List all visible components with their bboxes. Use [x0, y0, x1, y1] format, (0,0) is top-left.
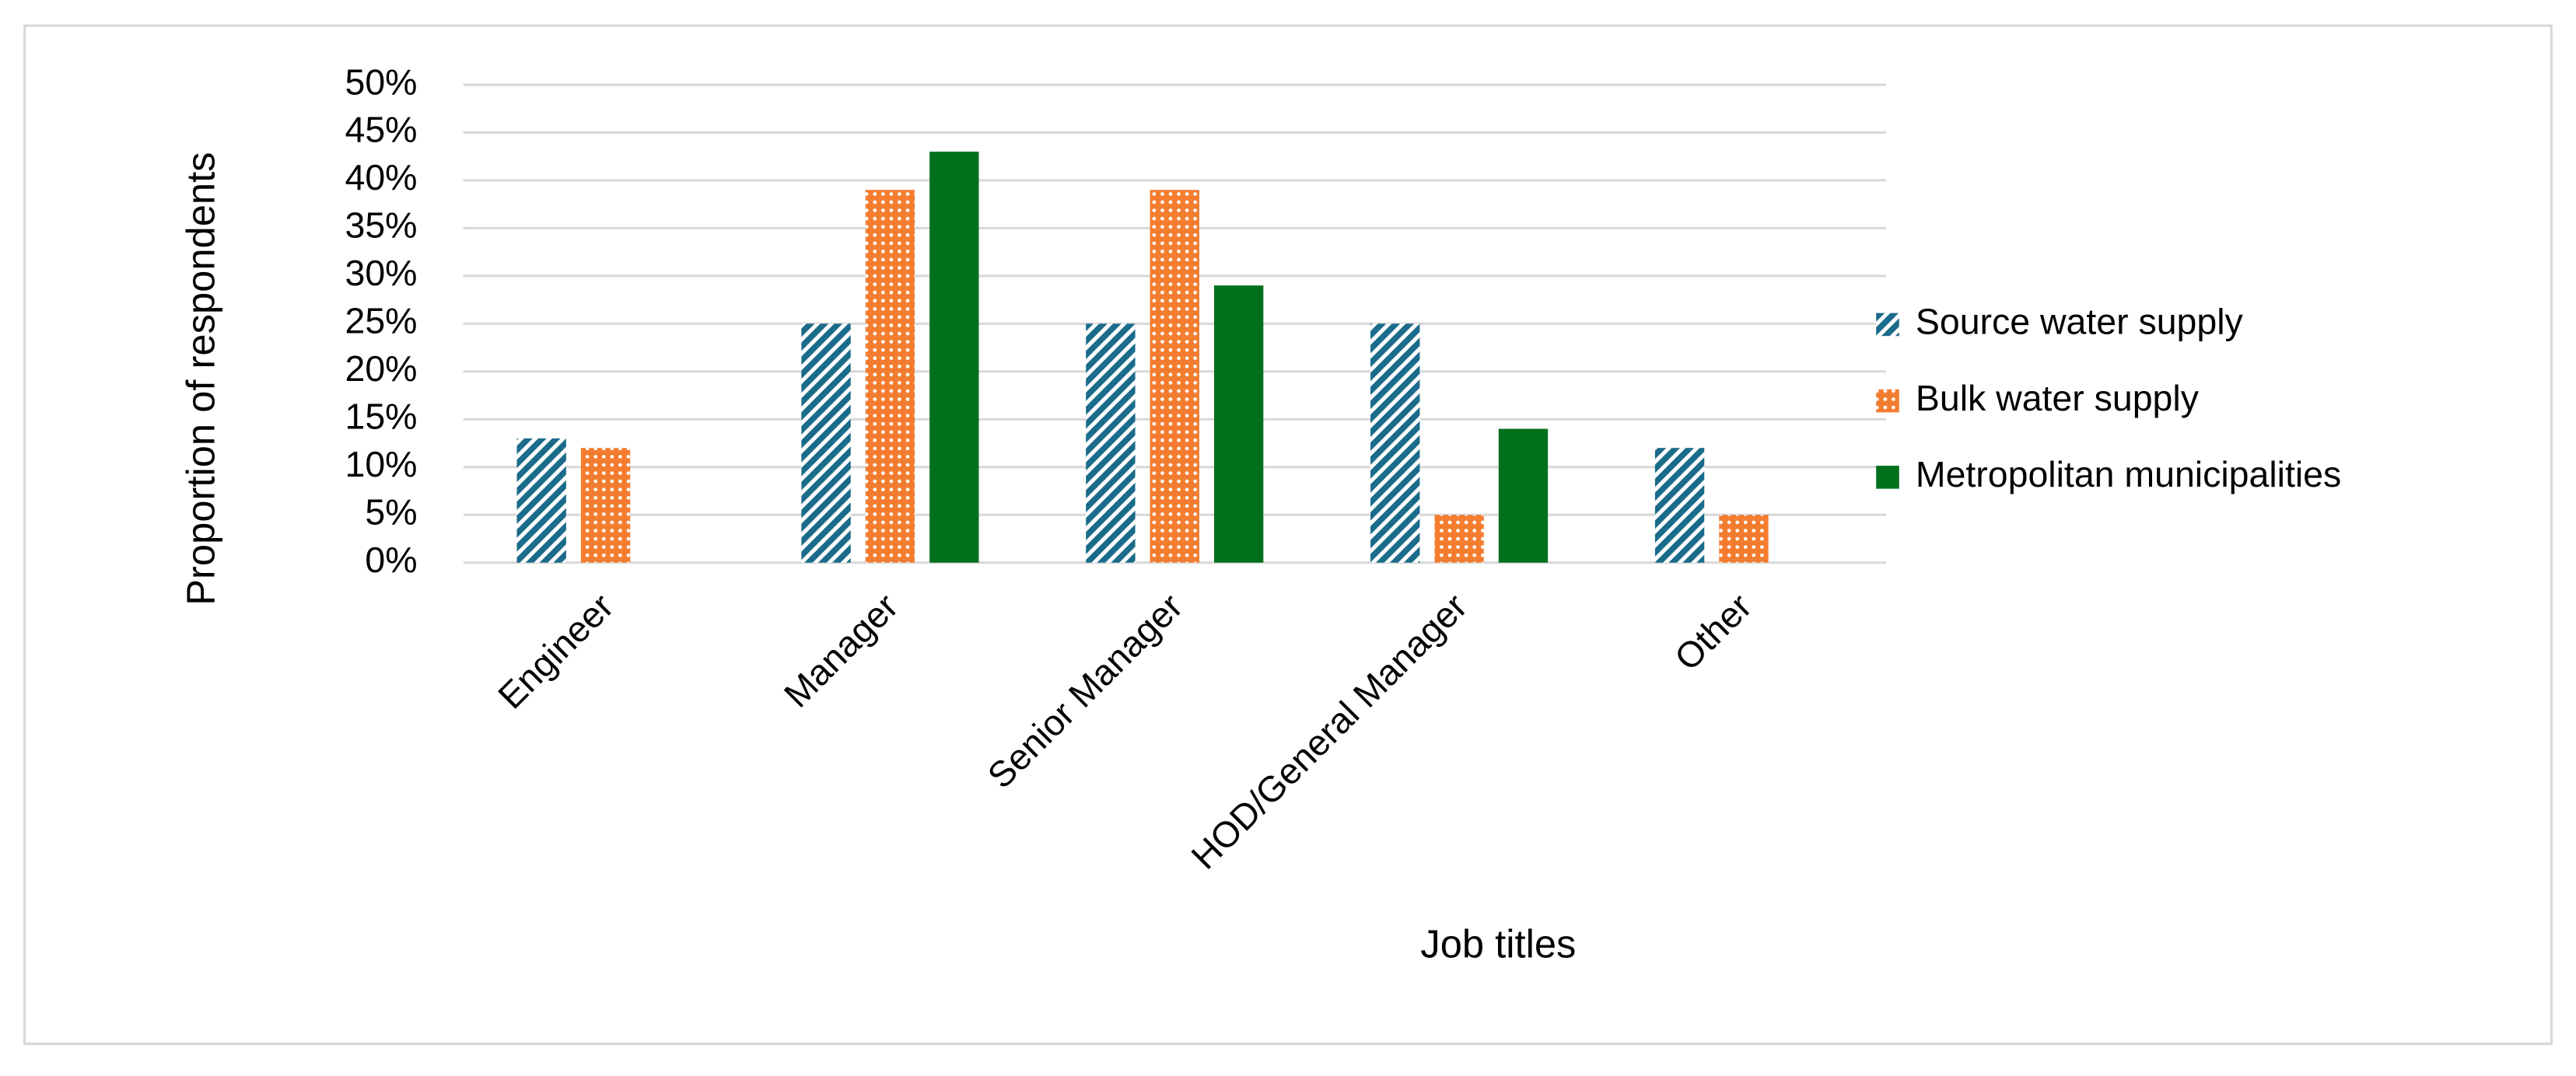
legend-label: Metropolitan municipalities	[1916, 454, 2341, 494]
legend-label: Source water supply	[1916, 302, 2244, 342]
y-tick-label: 5%	[365, 491, 417, 532]
y-tick-label: 40%	[345, 157, 418, 197]
bar	[1086, 323, 1136, 563]
y-tick-label: 50%	[345, 61, 418, 102]
bar	[516, 438, 566, 563]
bar	[1654, 448, 1705, 563]
legend-swatch	[1876, 466, 1899, 489]
x-axis-title: Job titles	[1420, 921, 1576, 966]
bar	[929, 152, 979, 563]
bar	[1719, 515, 1769, 563]
y-tick-label: 20%	[345, 348, 418, 389]
legend-swatch	[1876, 313, 1899, 337]
bar	[865, 190, 915, 563]
y-axis-title: Proportion of respondents	[178, 152, 222, 605]
y-tick-label: 30%	[345, 253, 418, 293]
y-tick-label: 10%	[345, 444, 418, 484]
legend-label: Bulk water supply	[1916, 378, 2200, 418]
bar	[1150, 190, 1199, 563]
bar	[1498, 428, 1549, 563]
y-tick-label: 25%	[345, 301, 418, 341]
legend-swatch	[1876, 389, 1899, 413]
bar	[1213, 285, 1264, 563]
y-tick-label: 0%	[365, 540, 417, 580]
bar	[580, 448, 631, 563]
bar	[1370, 323, 1420, 563]
chart-border	[23, 24, 2553, 1046]
bar	[801, 323, 851, 563]
y-tick-label: 35%	[345, 205, 418, 246]
bar	[1434, 515, 1484, 563]
y-tick-label: 15%	[345, 397, 418, 437]
y-tick-label: 45%	[345, 110, 418, 150]
